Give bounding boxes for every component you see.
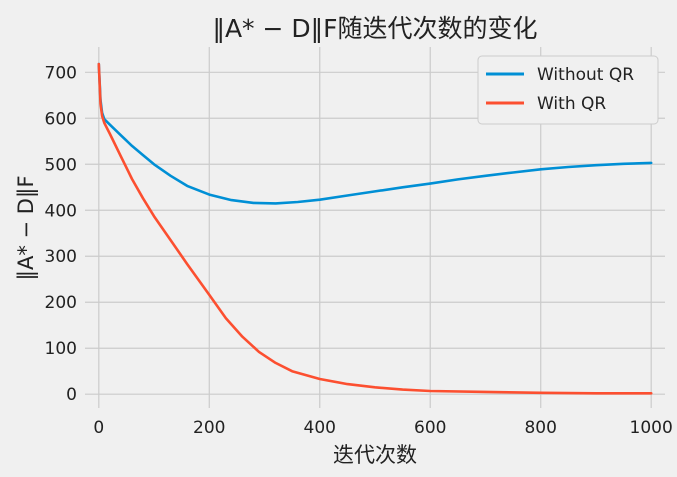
x-tick-label: 0 [93,418,104,438]
grid [85,47,665,408]
y-tick-label: 300 [45,247,77,267]
y-tick-label: 200 [45,293,77,313]
x-tick-label: 200 [193,418,225,438]
x-tick-label: 800 [524,418,556,438]
tick-labels: 0 100 200 300 400 500 600 700 0 200 400 600 800 1000 [45,63,673,438]
y-tick-label: 500 [45,155,77,175]
x-axis-title: 迭代次数 [333,443,417,467]
series-line-with-qr [97,62,653,395]
x-tick-label: 600 [414,418,446,438]
x-tick-label: 1000 [630,418,673,438]
y-tick-label: 600 [45,109,77,129]
y-axis-title: ‖A* − D‖F [14,175,39,280]
legend: Without QR With QR [477,55,659,125]
x-tick-label: 400 [304,418,336,438]
y-tick-label: 400 [45,201,77,221]
chart-title: ‖A* − D‖F随迭代次数的变化 [212,14,537,43]
legend-label-with-qr: With QR [537,94,606,114]
legend-label-without-qr: Without QR [537,65,634,85]
series-layer [97,62,653,395]
y-tick-label: 700 [45,63,77,83]
y-tick-label: 0 [66,385,77,405]
y-tick-label: 100 [45,339,77,359]
series-line-without-qr [97,62,653,205]
